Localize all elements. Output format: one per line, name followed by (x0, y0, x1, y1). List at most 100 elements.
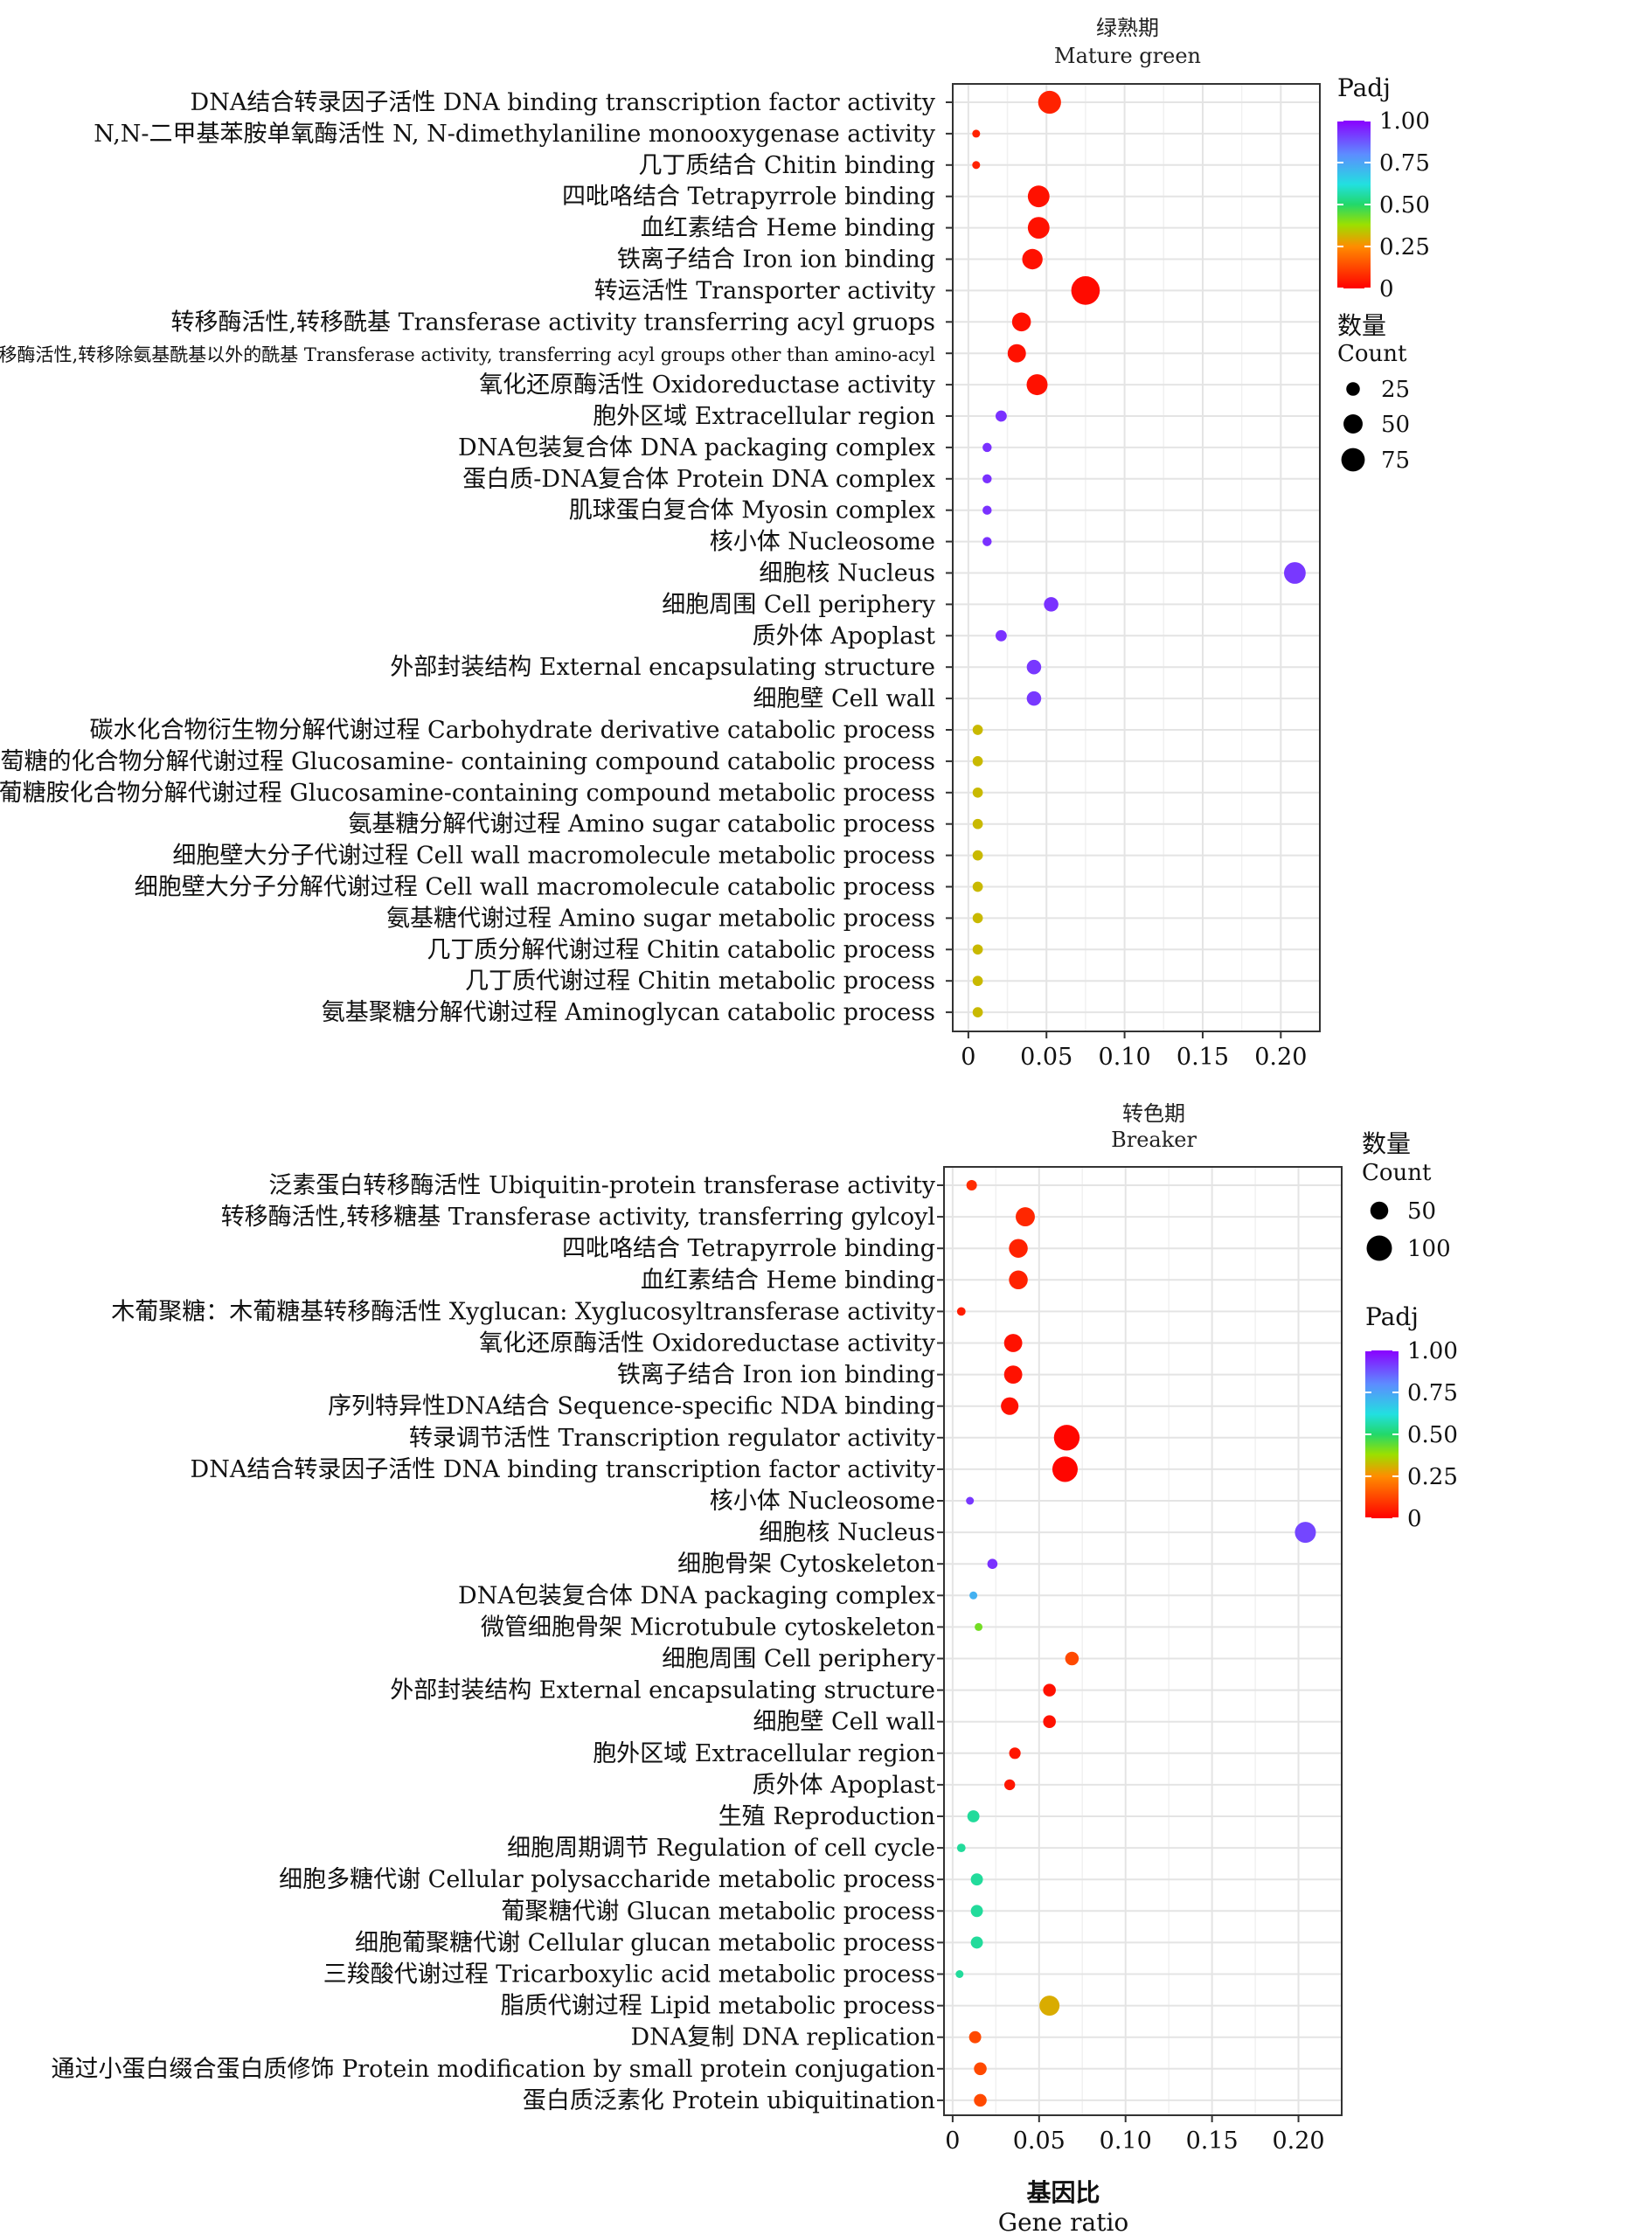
panel-title: 转色期 (1122, 1101, 1185, 1126)
data-point (975, 1622, 983, 1631)
plot-border (943, 1166, 1343, 2116)
count-legend-dot (1346, 382, 1360, 396)
term-label: 氨基糖分解代谢过程 Amino sugar catabolic process (348, 811, 935, 838)
data-point (974, 2093, 987, 2107)
term-label: 胞外区域 Extracellular region (593, 1740, 935, 1767)
padj-legend: Padj 1.00 0.75 0.50 0.25 0 (1337, 73, 1430, 302)
colorbar-label: 0.75 (1407, 1380, 1458, 1406)
x-tick-label: 0 (945, 2127, 960, 2155)
colorbar-label: 0.50 (1379, 192, 1430, 219)
term-label: 几丁质代谢过程 Chitin metabolic process (465, 968, 935, 995)
data-point (974, 2062, 987, 2076)
term-label: 外部封装结构 External encapsulating structure (390, 654, 935, 681)
data-point (1003, 1365, 1023, 1384)
data-point (970, 1936, 983, 1949)
data-point (972, 850, 983, 861)
data-point (972, 818, 983, 829)
data-point (966, 1179, 977, 1191)
term-label: 细胞骨架 Cytoskeleton (677, 1551, 935, 1578)
term-label: 氨基糖代谢过程 Amino sugar metabolic process (386, 905, 935, 932)
x-tick-label: 0.20 (1254, 1044, 1307, 1071)
term-label: 细胞壁大分子代谢过程 Cell wall macromolecule metab… (172, 843, 935, 870)
data-point (1009, 1239, 1028, 1258)
data-point (972, 725, 983, 735)
x-tick-label: 0.10 (1099, 1044, 1151, 1071)
data-point (1022, 248, 1043, 270)
count-legend-dot (1370, 1201, 1389, 1220)
colorbar-label: 0.75 (1379, 150, 1430, 177)
data-point (1039, 1996, 1060, 2016)
term-label: 几丁质结合 Chitin binding (638, 152, 935, 179)
term-label: 三羧酸代谢过程 Tricarboxylic acid metabolic pro… (323, 1961, 935, 1989)
x-axis-subtitle: Gene ratio (998, 2208, 1129, 2235)
term-label: 微管细胞骨架 Microtubule cytoskeleton (481, 1614, 935, 1641)
data-point (982, 442, 992, 453)
term-label: 含葡糖胺化合物分解代谢过程 Glucosamine-containing com… (0, 780, 935, 807)
term-label: 四吡咯结合 Tetrapyrrole binding (562, 1235, 935, 1262)
count-legend-label: 50 (1407, 1198, 1436, 1225)
term-label: 核小体 Nucleosome (710, 1488, 935, 1515)
term-label: 血红素结合 Heme binding (641, 1267, 935, 1294)
data-point (972, 944, 983, 955)
term-label: 细胞壁 Cell wall (753, 685, 935, 712)
data-point (1065, 1651, 1079, 1666)
term-label: 外部封装结构 External encapsulating structure (390, 1677, 935, 1704)
data-point (972, 1007, 983, 1017)
term-label: 木葡聚糖：木葡糖基转移酶活性 Xyglucan: Xyglucosyltrans… (111, 1298, 935, 1325)
colorbar-label: 0.50 (1407, 1422, 1458, 1448)
data-point (972, 161, 981, 170)
data-point (1052, 1456, 1079, 1482)
plot-border (952, 83, 1321, 1032)
term-label: 质外体 Apoplast (753, 1772, 935, 1799)
term-label: 铁离子结合 Iron ion binding (617, 246, 935, 274)
term-label: DNA包装复合体 DNA packaging complex (458, 1582, 935, 1609)
term-label: 转录调节活性 Transcription regulator activity (409, 1425, 936, 1452)
data-point (982, 537, 992, 546)
colorbar-label: 1.00 (1407, 1338, 1458, 1364)
data-point (966, 1496, 975, 1505)
x-tick-label: 0.05 (1013, 2127, 1065, 2155)
term-label: DNA结合转录因子活性 DNA binding transcription fa… (191, 89, 936, 116)
term-label: 细胞壁 Cell wall (753, 1709, 935, 1736)
data-point (1026, 374, 1048, 396)
colorbar-label: 1.00 (1379, 108, 1430, 135)
data-point (967, 1810, 980, 1822)
panel-subtitle: Mature green (1054, 44, 1201, 68)
term-label: 肌球蛋白复合体 Myosin complex (569, 497, 935, 524)
data-point (1071, 276, 1100, 305)
term-label: 生殖 Reproduction (718, 1803, 935, 1830)
x-tick-label: 0.15 (1186, 2127, 1239, 2155)
term-label: 细胞葡聚糖代谢 Cellular glucan metabolic proces… (355, 1929, 935, 1956)
term-label: 通过小蛋白缀合蛋白质修饰 Protein modification by sma… (51, 2056, 935, 2083)
padj-legend: Padj 1.00 0.75 0.50 0.25 0 (1365, 1302, 1458, 1532)
count-legend-title-cn: 数量 (1337, 311, 1386, 340)
data-point (1027, 217, 1050, 239)
data-point (955, 1970, 964, 1978)
term-label: DNA结合转录因子活性 DNA binding transcription fa… (191, 1456, 936, 1483)
count-legend-dot (1341, 448, 1365, 472)
term-label: 细胞核 Nucleus (759, 560, 935, 587)
term-label: 血红素结合 Heme binding (641, 215, 935, 242)
data-point (1038, 90, 1061, 115)
term-label: 氧化还原酶活性 Oxidoreductase activity (479, 1330, 936, 1357)
data-point (1009, 1270, 1028, 1290)
colorbar-label: 0.25 (1407, 1464, 1458, 1490)
term-label: 氧化还原酶活性 Oxidoreductase activity (479, 371, 936, 399)
term-label: DNA包装复合体 DNA packaging complex (458, 434, 935, 462)
data-point (1027, 185, 1050, 208)
count-legend-title-en: Count (1337, 341, 1407, 367)
count-legend-dot (1366, 1235, 1392, 1261)
data-point (1044, 597, 1059, 612)
term-label: 泛素蛋白转移酶活性 Ubiquitin-protein transferase … (268, 1172, 935, 1199)
term-label: 四吡咯结合 Tetrapyrrole binding (562, 184, 935, 211)
data-point (972, 756, 983, 767)
data-point (956, 1843, 966, 1853)
term-label: N,N-二甲基苯胺单氧酶活性 N, N-dimethylaniline mono… (94, 121, 935, 148)
data-point (969, 1591, 978, 1600)
data-point (1295, 1522, 1316, 1544)
data-point (1007, 344, 1026, 363)
